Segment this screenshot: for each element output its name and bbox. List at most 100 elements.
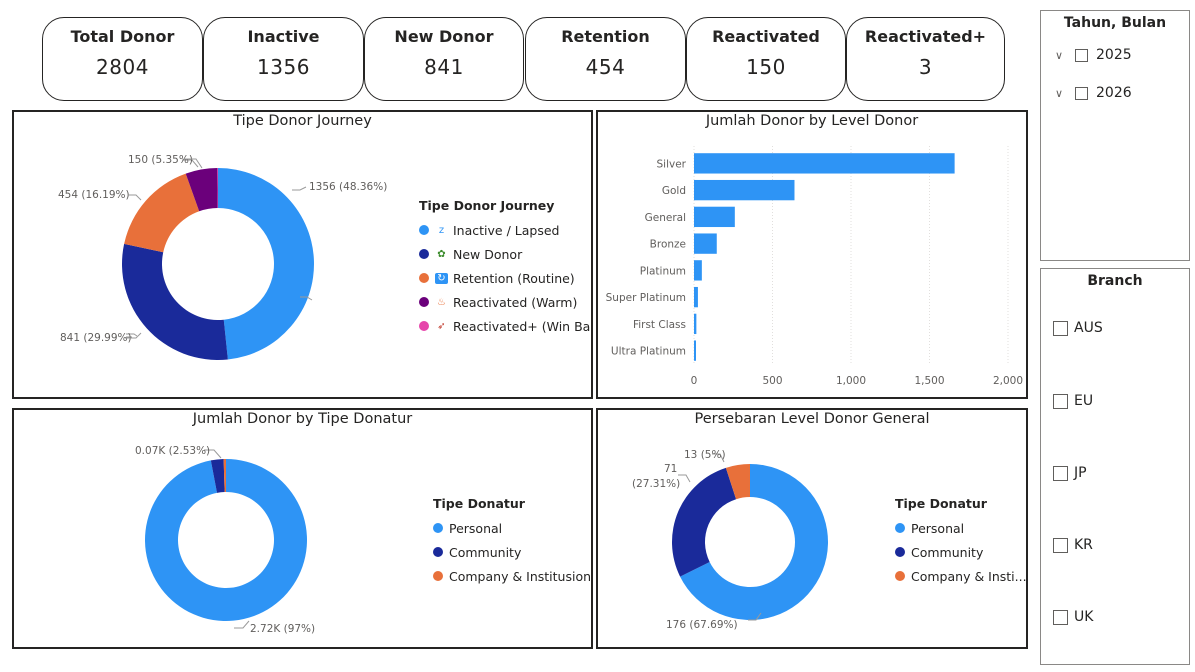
legend-item-community[interactable]: Community [433,540,591,564]
legend-dot [419,297,429,307]
legend-title: Tipe Donatur [433,496,525,511]
kpi-value: 150 [746,55,786,79]
branch-option-eu[interactable]: EU [1053,393,1093,409]
x-tick-label: 2,000 [993,375,1023,387]
legend-label: Personal [911,520,965,536]
branch-option-jp[interactable]: JP [1053,465,1087,481]
legend-dot [895,547,905,557]
bar-ultra-platinum[interactable] [694,340,696,361]
donut-slice-retention-routine[interactable] [124,173,200,253]
kpi-value: 1356 [257,55,310,79]
fire-icon: ♨ [437,296,446,308]
slicer-title: Branch [1087,273,1143,289]
legend-item-community[interactable]: Community [895,540,1026,564]
legend-item-new-donor[interactable]: ✿ New Donor [419,242,591,266]
donut-slice-reactivated-win-ba[interactable] [217,168,218,209]
tipe-donatur-donut-panel[interactable]: Jumlah Donor by Tipe Donatur 0.07K (2.53… [12,408,593,649]
option-label: UK [1074,609,1094,625]
legend-label: Inactive / Lapsed [453,222,560,238]
chart-title: Jumlah Donor by Level Donor [705,113,919,129]
bar-platinum[interactable] [694,260,702,281]
slicer-title: Tahun, Bulan [1063,15,1167,31]
data-label: 176 (67.69%) [666,619,738,631]
branch-option-kr[interactable]: KR [1053,537,1093,553]
donut-slice-inactive-lapsed[interactable] [218,168,315,360]
legend-dot [419,321,429,331]
bar-general[interactable] [694,206,735,228]
chevron-down-icon[interactable]: ∨ [1055,48,1064,62]
donut-slice-community[interactable] [672,467,737,577]
legend-item-personal[interactable]: Personal [433,516,591,540]
donut-slice-reactivated-warm[interactable] [185,168,218,212]
data-label: 454 (16.19%) [58,189,130,201]
kpi-label: New Donor [394,27,494,46]
legend-label: Community [911,544,984,560]
kpi-card-inactive: Inactive 1356 [203,17,364,101]
legend-label: New Donor [453,246,523,262]
y-category-label: Bronze [650,239,686,251]
chevron-down-icon[interactable]: ∨ [1055,86,1064,100]
donut-slice-community[interactable] [210,459,225,493]
period-slicer: Tahun, Bulan ∨ 2025 ∨ 2026 [1040,10,1190,261]
donut-slice-personal[interactable] [145,459,308,621]
data-label: (27.31%) [632,478,680,490]
x-tick-label: 1,500 [914,375,944,387]
legend-item-inactive[interactable]: z Inactive / Lapsed [419,218,591,242]
general-donut-chart: 13 (5%) 71 (27.31%) 176 (67.69%) [632,449,828,631]
general-legend: Tipe Donatur Personal Community Company … [895,496,1026,588]
bar-silver[interactable] [694,153,955,174]
checkbox[interactable] [1075,48,1088,62]
year-option-2025[interactable]: ∨ 2025 [1055,47,1132,63]
donut-slice-company-institusional[interactable] [223,459,226,493]
legend-title: Tipe Donor Journey [419,198,555,213]
kpi-value: 3 [918,55,933,79]
bar-bronze[interactable] [694,233,717,254]
bar-gold[interactable] [694,179,795,201]
checkbox[interactable] [1053,465,1068,481]
bar-first-class[interactable] [694,313,697,335]
checkbox[interactable] [1053,393,1068,409]
checkbox[interactable] [1075,86,1088,100]
kpi-card-reactivated: Reactivated 150 [686,17,846,101]
kpi-value: 2804 [96,55,149,79]
donut-slice-new-donor[interactable] [121,243,228,360]
data-label: 13 (5%) [684,449,726,461]
y-category-label: First Class [633,319,686,331]
checkbox[interactable] [1053,320,1068,336]
repeat-icon: ↻ [435,272,448,284]
legend-item-company[interactable]: Company & Institusional [433,564,591,588]
branch-option-uk[interactable]: UK [1053,609,1093,625]
journey-donut-panel[interactable]: Tipe Donor Journey 1356 (48.36%) 841 (29… [12,110,593,399]
kpi-label: Reactivated [712,27,820,46]
seedling-icon: ✿ [437,248,446,260]
legend-item-reactivated[interactable]: ♨ Reactivated (Warm) [419,290,591,314]
tipe-donatur-legend: Tipe Donatur Personal Community Company … [433,496,591,588]
donut-slice-company-insti[interactable] [725,464,750,500]
year-option-2026[interactable]: ∨ 2026 [1055,85,1132,101]
kpi-value: 454 [585,55,626,79]
general-donut-panel[interactable]: Persebaran Level Donor General 13 (5%) 7… [596,408,1028,649]
zzz-icon: z [438,224,445,236]
checkbox[interactable] [1053,537,1068,553]
y-category-label: Ultra Platinum [611,346,686,358]
kpi-value: 841 [424,55,464,79]
donut-slice-personal[interactable] [680,464,828,620]
bar-super-platinum[interactable] [694,286,698,308]
option-label: EU [1074,393,1094,409]
y-category-label: General [645,212,686,224]
legend-label: Reactivated+ (Win Ba... [453,318,593,334]
checkbox[interactable] [1053,609,1068,625]
level-bar-panel[interactable]: Jumlah Donor by Level Donor 0 500 1,000 1,5… [596,110,1028,399]
branch-option-aus[interactable]: AUS [1053,320,1103,336]
journey-donut-chart: 1356 (48.36%) 841 (29.99%) 454 (16.19%) … [58,154,387,360]
chart-title: Tipe Donor Journey [233,113,372,129]
legend-dot [433,571,443,581]
legend-item-reactivated-plus[interactable]: ➶ Reactivated+ (Win Ba... [419,314,593,338]
legend-item-personal[interactable]: Personal [895,516,1026,540]
legend-label: Personal [449,520,503,536]
legend-item-company[interactable]: Company & Insti... [895,564,1026,588]
legend-item-retention[interactable]: ↻ Retention (Routine) [419,266,591,290]
kpi-label: Reactivated+ [864,27,987,46]
kpi-card-total-donor: Total Donor 2804 [42,17,203,101]
y-category-label: Platinum [640,265,686,277]
